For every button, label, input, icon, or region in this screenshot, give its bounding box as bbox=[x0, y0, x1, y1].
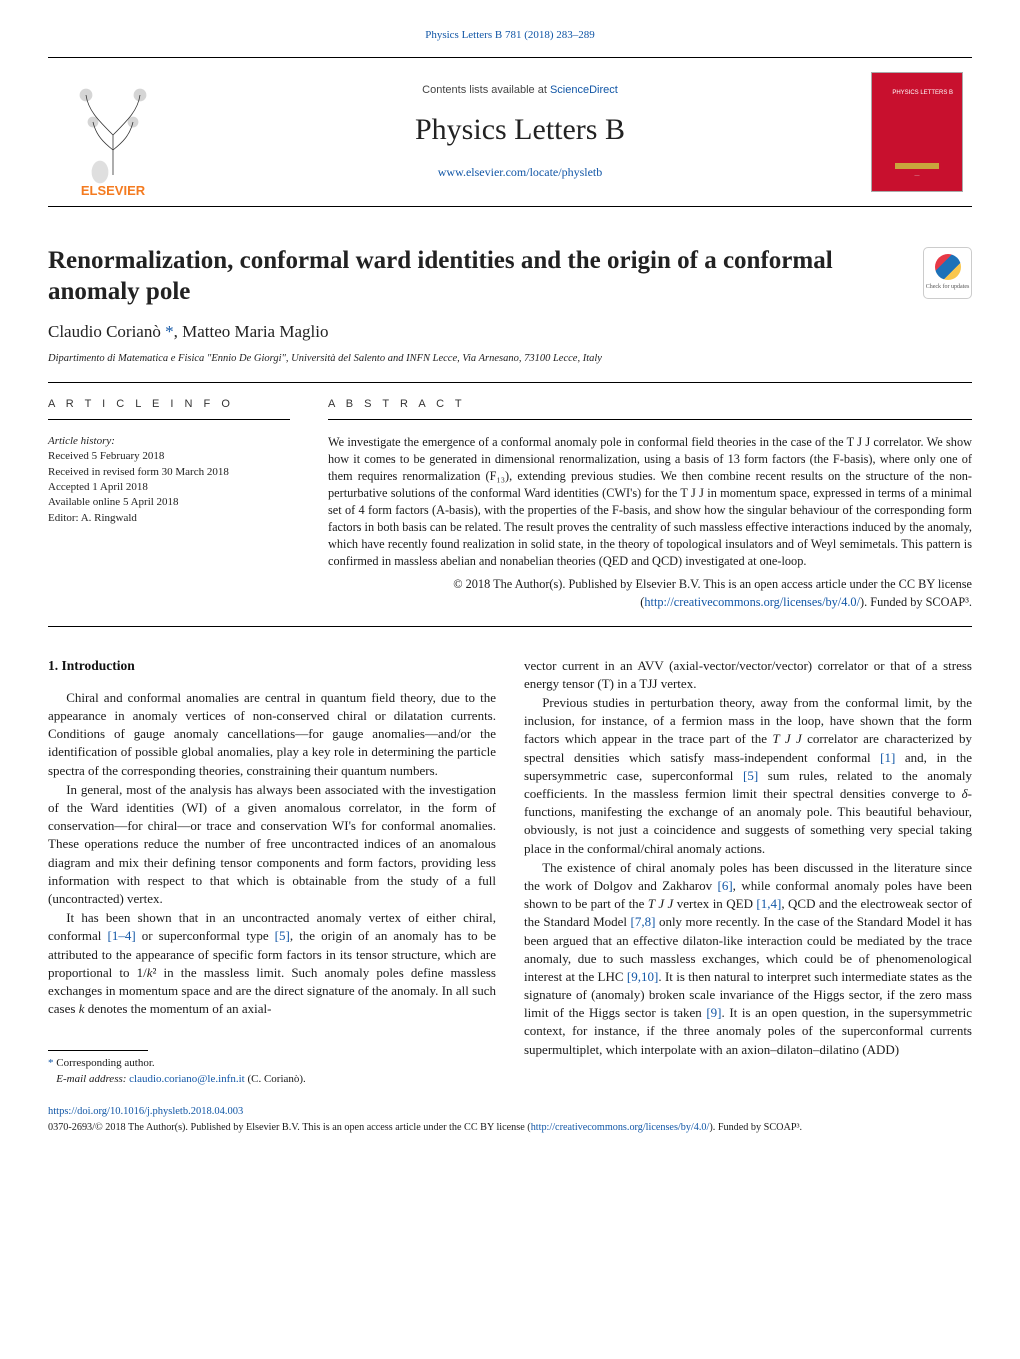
history-line: Accepted 1 April 2018 bbox=[48, 480, 290, 495]
history-label: Article history: bbox=[48, 434, 290, 449]
article-info-head: A R T I C L E I N F O bbox=[48, 397, 290, 420]
doi-line: https://doi.org/10.1016/j.physletb.2018.… bbox=[48, 1105, 972, 1119]
abstract-column: A B S T R A C T We investigate the emerg… bbox=[308, 383, 972, 625]
email-link[interactable]: claudio.coriano@le.infn.it bbox=[129, 1073, 245, 1085]
article-info-column: A R T I C L E I N F O Article history: R… bbox=[48, 383, 308, 625]
journal-name: Physics Letters B bbox=[178, 110, 862, 151]
journal-cover-thumbnail: PHYSICS LETTERS B — bbox=[862, 58, 972, 206]
check-for-updates-button[interactable]: Check for updates bbox=[923, 247, 972, 299]
cc-by-link-bottom[interactable]: http://creativecommons.org/licenses/by/4… bbox=[531, 1122, 710, 1133]
abstract-text: We investigate the emergence of a confor… bbox=[328, 434, 972, 570]
sciencedirect-link[interactable]: ScienceDirect bbox=[550, 84, 618, 96]
affiliation: Dipartimento di Matematica e Fisica "Enn… bbox=[48, 352, 972, 366]
history-line: Received 5 February 2018 bbox=[48, 449, 290, 464]
svg-text:ELSEVIER: ELSEVIER bbox=[81, 183, 146, 198]
body-para: It has been shown that in an uncontracte… bbox=[48, 909, 496, 1018]
body-para: The existence of chiral anomaly poles ha… bbox=[524, 859, 972, 1059]
section-heading: 1. Introduction bbox=[48, 657, 496, 675]
abstract-head: A B S T R A C T bbox=[328, 397, 972, 420]
history-line: Available online 5 April 2018 bbox=[48, 495, 290, 510]
bottom-copyright: 0370-2693/© 2018 The Author(s). Publishe… bbox=[48, 1121, 972, 1135]
cc-by-link[interactable]: http://creativecommons.org/licenses/by/4… bbox=[644, 595, 860, 609]
elsevier-tree-icon: ELSEVIER bbox=[58, 80, 168, 200]
body-para: vector current in an AVV (axial-vector/v… bbox=[524, 657, 972, 693]
contents-available: Contents lists available at ScienceDirec… bbox=[178, 83, 862, 98]
history-line: Received in revised form 30 March 2018 bbox=[48, 465, 290, 480]
citation-link[interactable]: Physics Letters B 781 (2018) 283–289 bbox=[425, 29, 595, 41]
license-text: © 2018 The Author(s). Published by Elsev… bbox=[328, 576, 972, 612]
body-columns: 1. Introduction Chiral and conformal ano… bbox=[48, 657, 972, 1087]
body-para: Chiral and conformal anomalies are centr… bbox=[48, 689, 496, 780]
elsevier-logo: ELSEVIER bbox=[48, 58, 178, 206]
doi-link[interactable]: https://doi.org/10.1016/j.physletb.2018.… bbox=[48, 1106, 243, 1117]
footnote-separator bbox=[48, 1050, 148, 1051]
corresponding-footnote: * Corresponding author. E-mail address: … bbox=[48, 1056, 496, 1087]
citation-bar: Physics Letters B 781 (2018) 283–289 bbox=[48, 28, 972, 43]
history-line: Editor: A. Ringwald bbox=[48, 511, 290, 526]
body-para: In general, most of the analysis has alw… bbox=[48, 781, 496, 908]
article-title: Renormalization, conformal ward identiti… bbox=[48, 245, 923, 308]
journal-header: ELSEVIER Contents lists available at Sci… bbox=[48, 57, 972, 207]
crossmark-icon bbox=[935, 254, 961, 280]
body-para: Previous studies in perturbation theory,… bbox=[524, 694, 972, 858]
authors-line: Claudio Corianò *, Matteo Maria Maglio bbox=[48, 321, 972, 344]
journal-homepage-link[interactable]: www.elsevier.com/locate/physletb bbox=[178, 164, 862, 180]
